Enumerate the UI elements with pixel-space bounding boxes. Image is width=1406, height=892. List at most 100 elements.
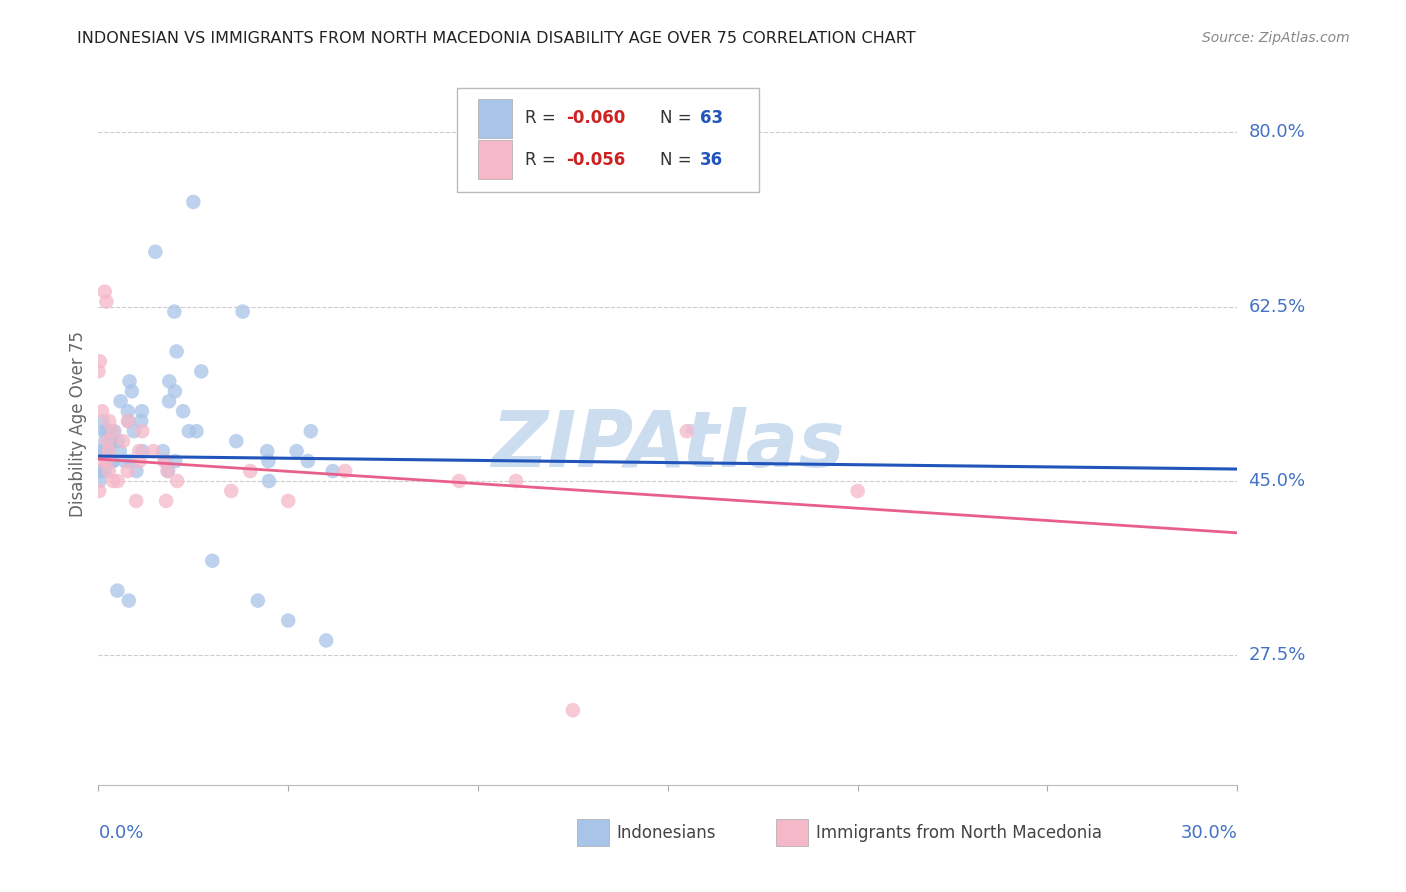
- Point: [98, 434, 121, 449]
- Point: [315, 633, 337, 648]
- Bar: [776, 819, 808, 847]
- FancyBboxPatch shape: [457, 87, 759, 193]
- Point: [117, 414, 139, 428]
- Point: [505, 474, 527, 488]
- Point: [125, 464, 148, 478]
- Point: [97, 464, 120, 478]
- Point: [97, 454, 120, 468]
- Point: [155, 494, 177, 508]
- Point: [87, 364, 110, 378]
- Point: [153, 454, 176, 468]
- Text: R =: R =: [526, 151, 561, 169]
- Point: [165, 454, 187, 468]
- Point: [562, 703, 585, 717]
- Point: [114, 454, 136, 468]
- Point: [91, 404, 114, 418]
- Point: [111, 434, 134, 449]
- Point: [232, 304, 254, 318]
- Point: [96, 444, 118, 458]
- Point: [117, 404, 139, 418]
- Point: [186, 424, 208, 438]
- Point: [125, 494, 148, 508]
- Text: 45.0%: 45.0%: [1249, 472, 1306, 490]
- Point: [183, 194, 205, 209]
- Text: N =: N =: [659, 110, 697, 128]
- Text: Immigrants from North Macedonia: Immigrants from North Macedonia: [815, 823, 1102, 842]
- Point: [96, 454, 118, 468]
- Point: [166, 344, 188, 359]
- Point: [246, 593, 269, 607]
- Point: [257, 454, 280, 468]
- Text: R =: R =: [526, 110, 561, 128]
- Point: [239, 464, 262, 478]
- Point: [101, 474, 124, 488]
- Point: [91, 414, 114, 428]
- Point: [89, 483, 111, 498]
- Text: -0.060: -0.060: [567, 110, 626, 128]
- Point: [120, 454, 142, 468]
- Point: [98, 424, 121, 438]
- Point: [94, 444, 117, 458]
- Point: [96, 434, 118, 449]
- Point: [98, 414, 121, 428]
- Point: [676, 424, 699, 438]
- Point: [107, 583, 129, 598]
- Text: 30.0%: 30.0%: [1181, 824, 1237, 842]
- Point: [121, 384, 143, 399]
- Point: [101, 454, 124, 468]
- Point: [100, 434, 122, 449]
- Point: [131, 424, 153, 438]
- Point: [131, 444, 153, 458]
- Point: [277, 614, 299, 628]
- Point: [118, 375, 141, 389]
- Point: [89, 474, 111, 488]
- Point: [155, 454, 177, 468]
- Point: [103, 424, 125, 438]
- Point: [96, 294, 118, 309]
- Point: [117, 464, 139, 478]
- Point: [157, 394, 180, 409]
- Point: [166, 474, 188, 488]
- Bar: [576, 819, 609, 847]
- Point: [103, 454, 125, 468]
- Point: [108, 444, 131, 458]
- Point: [285, 444, 308, 458]
- Point: [122, 424, 145, 438]
- Point: [98, 444, 121, 458]
- Point: [142, 444, 165, 458]
- Point: [190, 364, 212, 378]
- Y-axis label: Disability Age Over 75: Disability Age Over 75: [69, 331, 87, 516]
- Point: [145, 244, 167, 259]
- Point: [129, 414, 152, 428]
- Point: [297, 454, 319, 468]
- Bar: [478, 140, 512, 179]
- Point: [201, 554, 224, 568]
- Text: 0.0%: 0.0%: [98, 824, 143, 842]
- Text: 62.5%: 62.5%: [1249, 298, 1306, 316]
- Point: [225, 434, 247, 449]
- Point: [256, 444, 278, 458]
- Point: [89, 464, 111, 478]
- Text: -0.056: -0.056: [567, 151, 626, 169]
- Point: [172, 404, 194, 418]
- Text: N =: N =: [659, 151, 697, 169]
- Point: [163, 384, 186, 399]
- Point: [110, 394, 132, 409]
- Point: [94, 434, 117, 449]
- Point: [257, 474, 280, 488]
- Text: 27.5%: 27.5%: [1249, 647, 1306, 665]
- Point: [90, 464, 112, 478]
- Point: [221, 483, 243, 498]
- Point: [277, 494, 299, 508]
- Point: [91, 454, 114, 468]
- Point: [89, 354, 111, 368]
- Point: [449, 474, 471, 488]
- Point: [177, 424, 200, 438]
- Point: [299, 424, 322, 438]
- Point: [163, 304, 186, 318]
- Text: 63: 63: [700, 110, 723, 128]
- Point: [322, 464, 344, 478]
- Point: [128, 444, 150, 458]
- Point: [94, 464, 117, 478]
- Text: Indonesians: Indonesians: [617, 823, 716, 842]
